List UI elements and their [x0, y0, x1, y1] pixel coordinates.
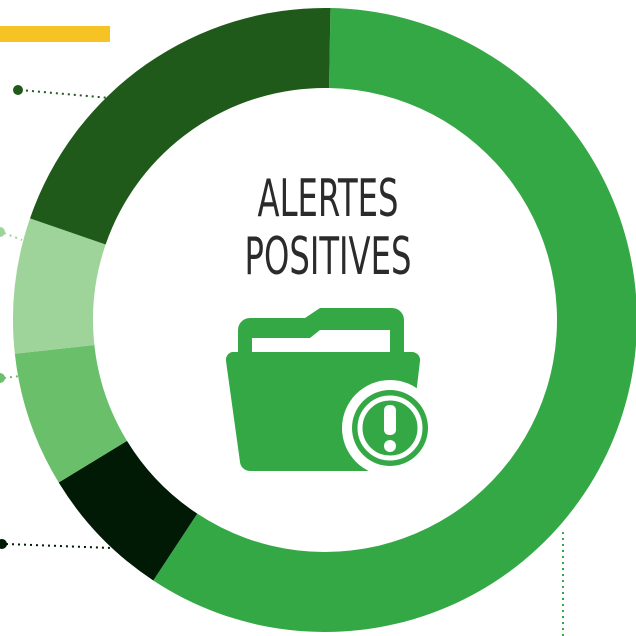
donut	[12, 7, 636, 632]
chart-title: ALERTES POSITIVES	[244, 169, 412, 287]
donut-segment	[14, 345, 127, 483]
accent-bar	[0, 26, 110, 42]
leader-dots	[0, 85, 23, 549]
leader-lines	[3, 89, 564, 636]
donut-segment	[12, 218, 106, 354]
donut-segment	[153, 8, 636, 632]
folder-icon	[225, 308, 438, 476]
donut-segment	[58, 440, 198, 581]
donut-segment	[29, 7, 331, 245]
